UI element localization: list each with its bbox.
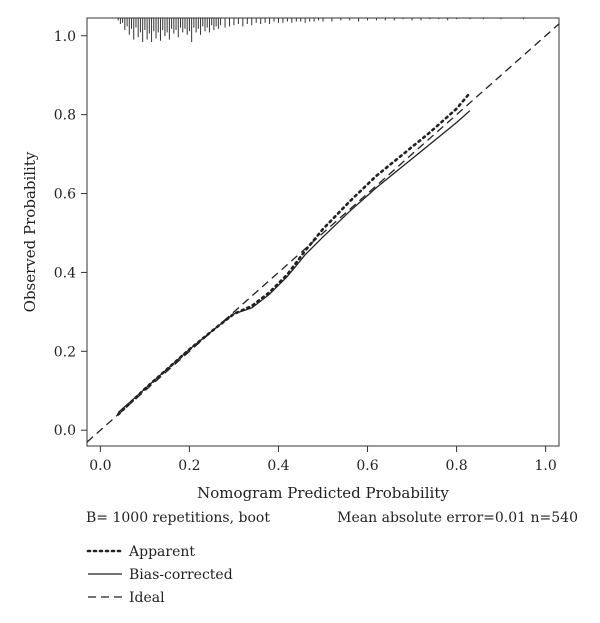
- y-tick-label: 0.2: [54, 344, 76, 360]
- series-bias-corrected-line: [117, 110, 471, 413]
- legend-label: Ideal: [129, 590, 165, 606]
- legend: Apparent Bias-corrected Ideal: [86, 544, 233, 606]
- y-tick-label: 0.6: [54, 187, 76, 203]
- x-axis-title: Nomogram Predicted Probability: [197, 484, 449, 502]
- x-tick-label: 1.0: [535, 458, 557, 474]
- rug-plot: [117, 18, 524, 42]
- y-tick-label: 0.8: [54, 108, 76, 124]
- x-tick-label: 0.2: [178, 458, 200, 474]
- plot-frame: [86, 17, 560, 447]
- x-tick-label: 0.6: [356, 458, 378, 474]
- series-lines: [86, 23, 560, 443]
- x-tick-label: 0.0: [89, 458, 111, 474]
- y-axis-title: Observed Probability: [21, 151, 39, 312]
- footer-right-text: Mean absolute error=0.01 n=540: [337, 510, 578, 526]
- y-tick-label: 1.0: [54, 29, 76, 45]
- x-tick-label: 0.4: [267, 458, 289, 474]
- y-tick-label: 0.4: [54, 265, 76, 281]
- y-tick-label: 0.0: [54, 423, 76, 439]
- series-ideal-line: [86, 23, 560, 443]
- x-axis: 0.0 0.2 0.4 0.6 0.8 1.0: [89, 446, 557, 474]
- footer-left-text: B= 1000 repetitions, boot: [86, 510, 270, 526]
- y-axis: 0.0 0.2 0.4 0.6 0.8 1.0: [54, 29, 87, 439]
- x-tick-label: 0.8: [445, 458, 467, 474]
- legend-label: Bias-corrected: [129, 567, 233, 583]
- legend-label: Apparent: [128, 544, 195, 560]
